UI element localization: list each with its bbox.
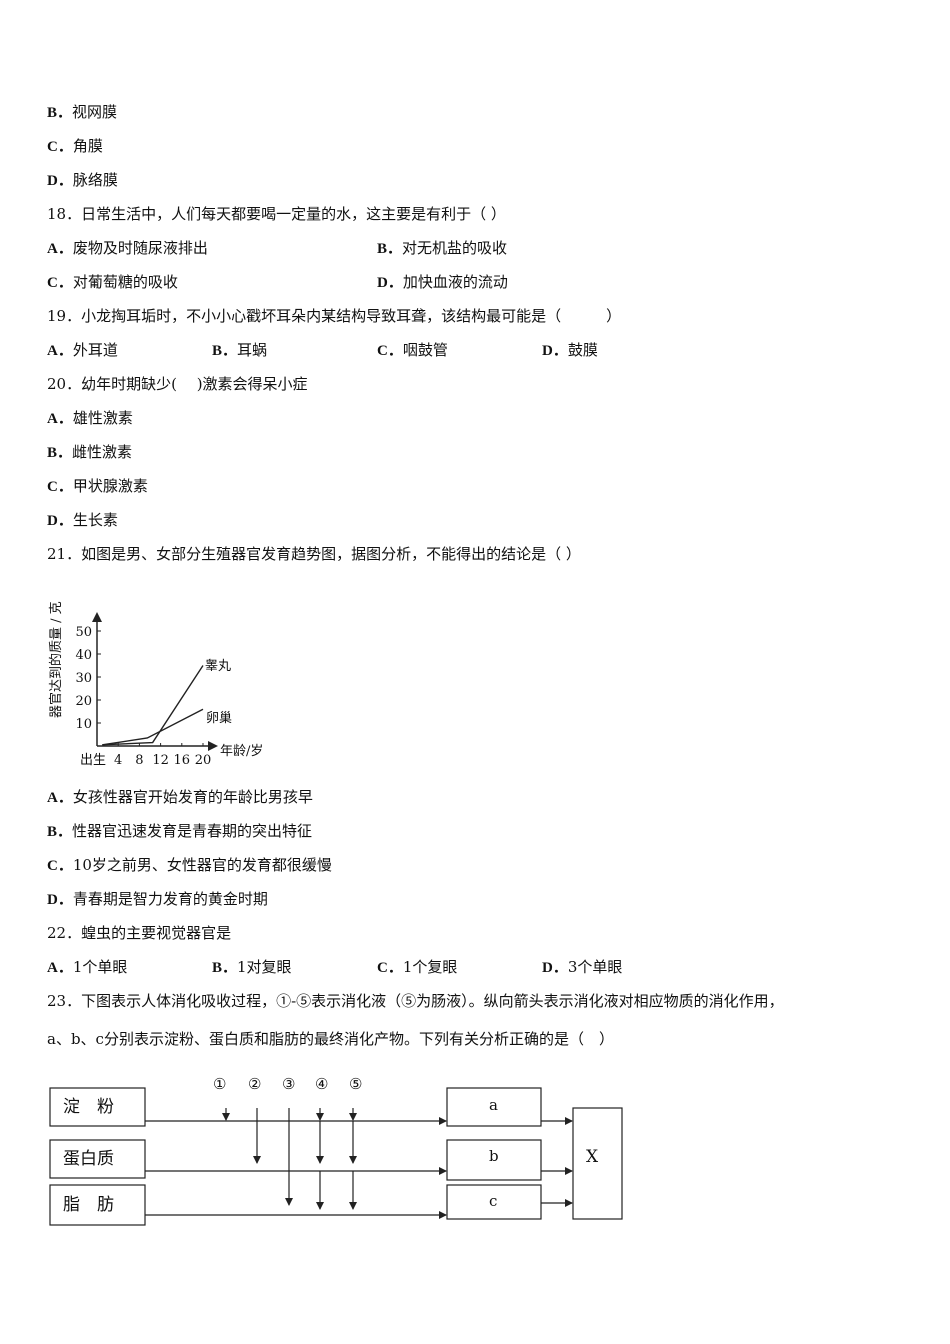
q19-option-d: D．鼓膜 <box>542 341 598 359</box>
x-tick-label: 出生 <box>80 753 106 768</box>
q18-option-a: A．废物及时随尿液排出 <box>47 239 208 257</box>
q18-stem: 18．日常生活中，人们每天都要喝一定量的水，这主要是有利于（ ） <box>47 205 506 223</box>
y-tick-label: 10 <box>75 717 92 732</box>
x-tick-label: 12 <box>152 753 169 768</box>
q22-option-a: A．1个单眼 <box>47 958 128 976</box>
x-tick-label: 20 <box>195 753 212 768</box>
y-axis-label: 器官达到的质量 / 克 <box>48 601 64 718</box>
q19-option-a: A．外耳道 <box>47 341 118 359</box>
q21-option-c: C．10岁之前男、女性器官的发育都很缓慢 <box>47 856 332 874</box>
juice-4: ④ <box>315 1075 328 1093</box>
q21-option-b: B．性器官迅速发育是青春期的突出特征 <box>47 822 313 840</box>
y-tick-label: 30 <box>75 671 92 686</box>
q21-stem: 21．如图是男、女部分生殖器官发育趋势图，据图分析，不能得出的结论是（ ） <box>47 545 581 563</box>
q23-stem-line1: 23．下图表示人体消化吸收过程，①-⑤表示消化液（⑤为肠液）。纵向箭头表示消化液… <box>47 992 784 1010</box>
juice-2: ② <box>248 1075 261 1093</box>
q18-option-c: C．对葡萄糖的吸收 <box>47 273 178 291</box>
x-tick-label: 8 <box>135 753 143 768</box>
y-tick-label: 40 <box>75 648 92 663</box>
series-line-1 <box>102 665 204 746</box>
q20-stem: 20．幼年时期缺少( )激素会得呆小症 <box>47 375 308 393</box>
q18-option-b: B．对无机盐的吸收 <box>377 239 508 257</box>
q19-option-b: B．耳蜗 <box>212 341 268 359</box>
x-tick-label: 4 <box>114 753 122 768</box>
q20-option-d: D．生长素 <box>47 511 118 529</box>
q21-option-d: D．青春期是智力发育的黄金时期 <box>47 890 268 908</box>
series-label: 睾丸 <box>205 658 231 674</box>
product-b: b <box>489 1147 499 1165</box>
q18-option-d: D．加快血液的流动 <box>377 273 508 291</box>
q17-option-c: C．角膜 <box>47 137 103 155</box>
q20-option-b: B．雌性激素 <box>47 443 133 461</box>
series-line-2 <box>102 708 204 746</box>
final-x: X <box>586 1147 599 1167</box>
q22-option-d: D．3个单眼 <box>542 958 623 976</box>
x-tick-label: 16 <box>174 753 191 768</box>
y-tick-label: 50 <box>75 625 92 640</box>
juice-5: ⑤ <box>349 1075 362 1093</box>
input-protein: 蛋白质 <box>63 1149 114 1169</box>
q17-option-b: B．视网膜 <box>47 103 118 121</box>
juice-3: ③ <box>282 1075 295 1093</box>
q22-option-b: B．1对复眼 <box>212 958 292 976</box>
input-fat: 脂 肪 <box>63 1195 114 1215</box>
q17-option-d: D．脉络膜 <box>47 171 118 189</box>
q20-option-c: C．甲状腺激素 <box>47 477 148 495</box>
series-label: 卵巢 <box>206 711 232 726</box>
q21-option-a: A．女孩性器官开始发育的年龄比男孩早 <box>47 788 313 806</box>
q19-option-c: C．咽鼓管 <box>377 341 448 359</box>
juice-1: ① <box>213 1075 226 1093</box>
q22-stem: 22．蝗虫的主要视觉器官是 <box>47 924 232 942</box>
q22-option-c: C．1个复眼 <box>377 958 458 976</box>
product-a: a <box>489 1096 498 1114</box>
input-starch: 淀 粉 <box>63 1097 114 1117</box>
x-axis-label: 年龄/岁 <box>220 744 263 759</box>
q19-stem: 19．小龙掏耳垢时，不小小心戳坏耳朵内某结构导致耳聋，该结构最可能是（ ） <box>47 307 622 325</box>
q23-stem-line2: a、b、c分别表示淀粉、蛋白质和脂肪的最终消化产物。下列有关分析正确的是（ ） <box>47 1030 614 1048</box>
organ-growth-chart: 器官达到的质量 / 克 年龄/岁 10 20 30 40 50 出生 4 8 12 16 20 睾丸卵… <box>48 601 263 768</box>
y-tick-label: 20 <box>75 694 92 709</box>
q20-option-a: A．雄性激素 <box>47 409 133 427</box>
digestion-diagram: 淀 粉 蛋白质 脂 肪 a b c X ① ② ③ ④ ⑤ <box>49 1075 623 1226</box>
product-c: c <box>489 1192 497 1210</box>
